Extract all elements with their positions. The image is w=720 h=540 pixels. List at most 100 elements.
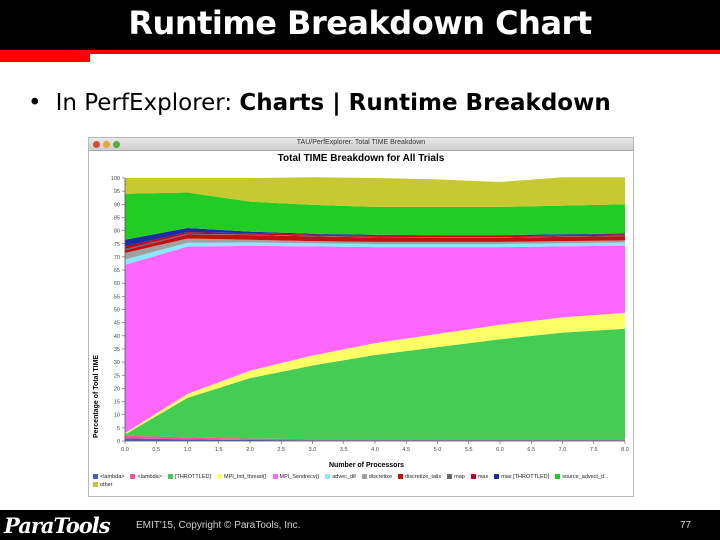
y-tick-label: 70 xyxy=(114,255,120,261)
y-tick-label: 75 xyxy=(114,242,120,248)
series-area-4 xyxy=(125,245,625,434)
legend-label: source_advect_d... xyxy=(562,474,609,480)
y-tick-label: 50 xyxy=(114,308,120,314)
legend-swatch xyxy=(93,482,98,488)
y-tick-label: 20 xyxy=(114,386,120,392)
legend-label: advec_dif xyxy=(332,474,356,480)
window-titlebar: TAU/PerfExplorer: Total TIME Breakdown xyxy=(89,138,633,151)
y-tick-label: 5 xyxy=(117,426,120,432)
legend-swatch xyxy=(93,474,98,480)
legend-item: MPI_Init_thread() xyxy=(217,473,267,481)
legend-item: source_advect_d... xyxy=(555,473,609,481)
y-tick-label: 45 xyxy=(114,321,120,327)
page-number: 77 xyxy=(680,520,692,531)
legend-label: [THROTTLED] xyxy=(174,474,211,480)
legend-item: max xyxy=(470,473,489,481)
x-tick-label: 5.5 xyxy=(465,447,473,453)
minimize-icon[interactable] xyxy=(103,141,110,148)
bullet-icon: • xyxy=(28,90,42,116)
x-tick-label: 4.0 xyxy=(371,447,379,453)
x-tick-label: 1.0 xyxy=(184,447,192,453)
legend-label: discretize_tails xyxy=(405,474,442,480)
legend-label: <lambda> xyxy=(137,474,162,480)
x-tick-label: 7.5 xyxy=(590,447,598,453)
x-tick-label: 5.0 xyxy=(434,447,442,453)
y-tick-label: 55 xyxy=(114,294,120,300)
x-tick-label: 4.5 xyxy=(402,447,410,453)
y-tick-label: 100 xyxy=(111,176,120,182)
legend-swatch xyxy=(325,474,331,480)
series-area-5 xyxy=(125,242,625,265)
title-accent xyxy=(0,50,90,62)
legend-swatch xyxy=(555,474,561,480)
series-area-7 xyxy=(125,234,625,253)
legend-item: other xyxy=(93,481,113,489)
legend-item: [THROTTLED] xyxy=(167,473,211,481)
y-axis-label: Percentage of Total TIME xyxy=(93,354,100,438)
legend-swatch xyxy=(167,474,173,480)
x-tick-label: 7.0 xyxy=(559,447,567,453)
series-area-12 xyxy=(125,177,625,207)
y-tick-label: 80 xyxy=(114,229,120,235)
y-tick-label: 25 xyxy=(114,373,120,379)
legend-label: max xyxy=(477,474,489,480)
y-tick-label: 95 xyxy=(114,189,120,195)
chart-plot: 0 5 10 15 20 25 30 35 40 45 50 55 60 65 70 75 80 85 90 95 10… xyxy=(111,176,629,453)
x-tick-label: 6.0 xyxy=(496,447,504,453)
y-tick-label: 15 xyxy=(114,400,120,406)
bullet-text: In PerfExplorer: xyxy=(55,90,240,116)
legend-swatch xyxy=(494,474,500,480)
series-area-10 xyxy=(125,227,625,247)
maximize-icon[interactable] xyxy=(113,141,120,148)
y-tick-label: 90 xyxy=(114,202,120,208)
title-underline xyxy=(0,50,720,54)
legend-swatch xyxy=(217,474,222,480)
legend-label: <lambda> xyxy=(100,474,125,480)
chart-legend: <lambda> <lambda> [THROTTLED] MPI_Init_thre… xyxy=(93,473,629,489)
x-tick-label: 8.0 xyxy=(621,447,629,453)
x-tick-label: 6.5 xyxy=(527,447,535,453)
legend-item: max [THROTTLED] xyxy=(494,473,549,481)
legend-item: discretize xyxy=(361,473,392,481)
perfexplorer-window: TAU/PerfExplorer: Total TIME Breakdown T… xyxy=(88,137,634,497)
y-tick-label: 35 xyxy=(114,347,120,353)
x-tick-label: 3.0 xyxy=(309,447,317,453)
footer-copyright: EMIT'15, Copyright © ParaTools, Inc. xyxy=(136,520,301,531)
x-tick-label: 2.0 xyxy=(246,447,254,453)
x-tick-label: 1.5 xyxy=(215,447,223,453)
x-axis-label: Number of Processors xyxy=(329,462,405,469)
paratools-logo: ParaTools xyxy=(4,513,111,538)
legend-label: MPI_Init_thread() xyxy=(224,474,267,480)
series-area-3 xyxy=(125,312,625,435)
y-tick-label: 60 xyxy=(114,281,120,287)
footer-bar xyxy=(0,510,720,540)
title-bar xyxy=(0,0,720,50)
series-area-11 xyxy=(125,192,625,240)
x-tick-label: 0.0 xyxy=(121,447,129,453)
legend-label: MPI_Sendrecv() xyxy=(279,474,320,480)
y-tick-label: 10 xyxy=(114,413,120,419)
legend-item: discretize_tails xyxy=(398,473,441,481)
chart-title: Total TIME Breakdown for All Trials xyxy=(277,153,445,164)
series-area-0 xyxy=(125,438,625,441)
slide-title: Runtime Breakdown Chart xyxy=(128,4,592,42)
y-tick-label: 65 xyxy=(114,268,120,274)
series-area-1 xyxy=(125,435,625,441)
legend-label: map xyxy=(454,474,465,480)
bullet-point: • In PerfExplorer: Charts | Runtime Break… xyxy=(28,90,611,116)
legend-swatch xyxy=(398,474,404,480)
legend-item: <lambda> xyxy=(130,473,162,481)
bullet-bold-text: Charts | Runtime Breakdown xyxy=(239,90,611,116)
series-area-6 xyxy=(125,238,625,260)
legend-swatch xyxy=(447,474,453,480)
y-tick-label: 30 xyxy=(114,360,120,366)
legend-swatch xyxy=(470,474,476,480)
y-tick-label: 40 xyxy=(114,334,120,340)
series-area-2 xyxy=(125,328,625,440)
close-icon[interactable] xyxy=(93,141,100,148)
y-tick-label: 85 xyxy=(114,215,120,221)
x-tick-label: 2.5 xyxy=(277,447,285,453)
legend-swatch xyxy=(361,474,367,480)
legend-swatch xyxy=(130,474,136,480)
legend-item: MPI_Sendrecv() xyxy=(272,473,320,481)
